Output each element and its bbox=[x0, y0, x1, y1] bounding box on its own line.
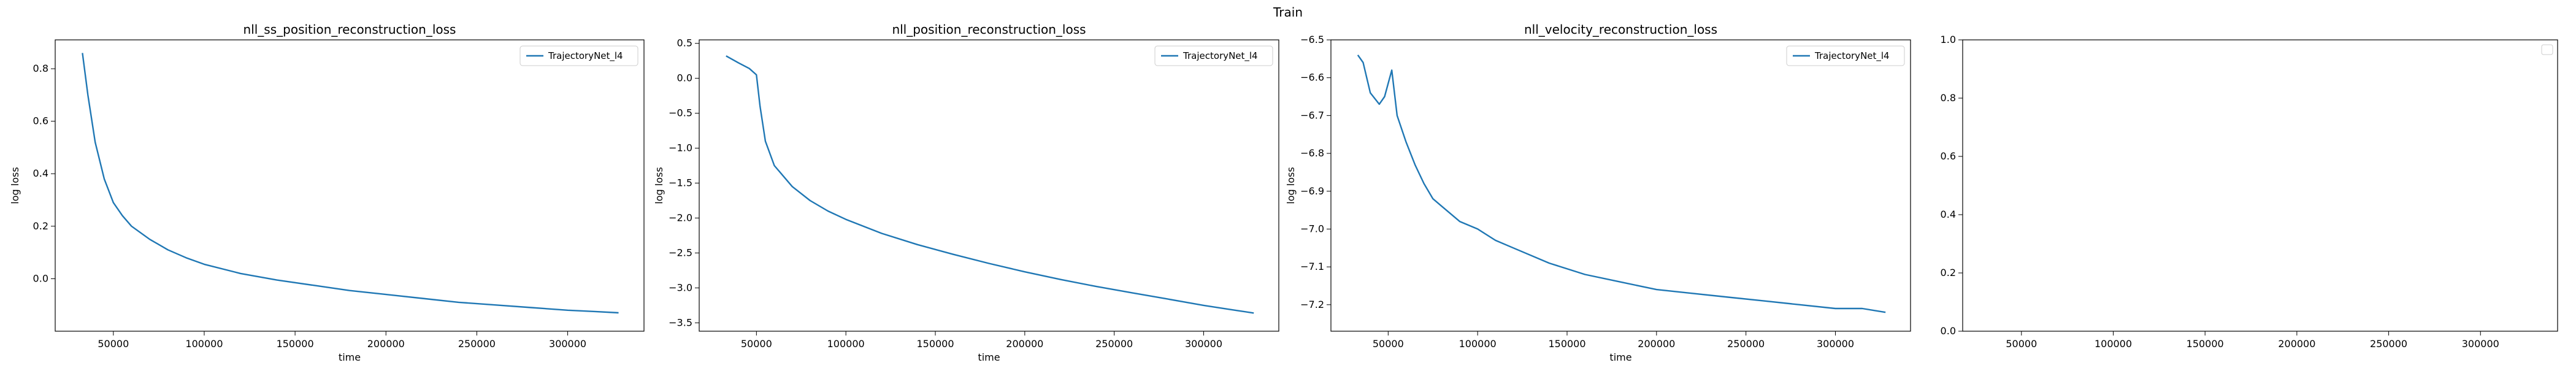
y-tick-label: 0.4 bbox=[33, 167, 48, 179]
x-tick-label: 100000 bbox=[827, 338, 865, 350]
y-tick-label: 0.0 bbox=[33, 272, 48, 284]
subplot-title: nll_ss_position_reconstruction_loss bbox=[243, 22, 456, 37]
x-tick-label: 50000 bbox=[2006, 338, 2037, 350]
x-tick-label: 100000 bbox=[185, 338, 223, 350]
x-tick-label: 300000 bbox=[1185, 338, 1222, 350]
x-tick-label: 50000 bbox=[98, 338, 129, 350]
x-tick-label: 250000 bbox=[1727, 338, 1765, 350]
y-tick-label: −2.5 bbox=[669, 247, 692, 258]
x-tick-label: 300000 bbox=[1817, 338, 1854, 350]
plot-frame bbox=[1330, 39, 1911, 332]
subplot-3: 50000 100000 150000 200000 250000 300000 −6.5 −… bbox=[1285, 22, 1911, 363]
y-tick-label: −6.9 bbox=[1300, 185, 1324, 197]
legend-label: TrajectoryNet_l4 bbox=[1183, 50, 1258, 62]
y-tick-label: 0.2 bbox=[33, 220, 48, 232]
y-tick-label: −3.0 bbox=[669, 282, 692, 293]
y-tick-label: 0.0 bbox=[1941, 325, 1956, 337]
legend-box-empty bbox=[2541, 44, 2553, 55]
y-tick-label: 0.0 bbox=[677, 72, 692, 84]
x-tick-label: 100000 bbox=[1459, 338, 1497, 350]
y-tick-label: −6.5 bbox=[1300, 34, 1324, 45]
x-axis-label: time bbox=[339, 351, 361, 363]
y-tick-label: −7.1 bbox=[1300, 261, 1324, 272]
x-tick-label: 50000 bbox=[741, 338, 772, 350]
y-tick-label: −6.6 bbox=[1300, 72, 1324, 83]
y-axis-label: log loss bbox=[9, 167, 21, 204]
subplot-title: nll_velocity_reconstruction_loss bbox=[1524, 22, 1717, 37]
x-tick-label: 250000 bbox=[2370, 338, 2407, 350]
y-tick-label: −3.5 bbox=[669, 316, 692, 328]
x-tick-label: 100000 bbox=[2095, 338, 2132, 350]
axes-layer: 50000 100000 150000 200000 250000 300000 0.0 0.… bbox=[9, 22, 2558, 363]
subplot-1: 50000 100000 150000 200000 250000 300000 0.0 0.… bbox=[9, 22, 645, 363]
y-tick-label: 1.0 bbox=[1941, 34, 1956, 45]
figure-suptitle: Train bbox=[1273, 5, 1303, 20]
x-tick-label: 200000 bbox=[2278, 338, 2315, 350]
legend: TrajectoryNet_l4 bbox=[519, 45, 638, 66]
series-line-3-1 bbox=[1357, 55, 1886, 313]
plot-frame bbox=[1962, 39, 2558, 332]
series-line-1-1 bbox=[82, 53, 619, 314]
y-axis-label: log loss bbox=[1285, 167, 1297, 204]
x-tick-label: 200000 bbox=[1006, 338, 1043, 350]
legend-box bbox=[1786, 45, 1905, 66]
y-tick-label: 0.4 bbox=[1941, 209, 1956, 220]
x-tick-label: 250000 bbox=[458, 338, 496, 350]
x-tick-label: 150000 bbox=[2187, 338, 2224, 350]
y-tick-label: 0.8 bbox=[33, 63, 48, 74]
y-tick-label: 0.8 bbox=[1941, 92, 1956, 104]
y-tick-label: −7.2 bbox=[1300, 299, 1324, 310]
x-axis-label: time bbox=[1609, 351, 1631, 363]
plot-frame bbox=[699, 39, 1279, 332]
x-tick-label: 200000 bbox=[367, 338, 405, 350]
x-tick-label: 50000 bbox=[1373, 338, 1404, 350]
y-axis-label: log loss bbox=[653, 167, 665, 204]
legend-box bbox=[1154, 45, 1273, 66]
x-tick-label: 300000 bbox=[549, 338, 586, 350]
y-tick-label: −6.7 bbox=[1300, 109, 1324, 121]
y-tick-label: −6.8 bbox=[1300, 147, 1324, 159]
y-tick-label: 0.6 bbox=[33, 115, 48, 127]
legend-label: TrajectoryNet_l4 bbox=[548, 50, 623, 62]
series-line-2-1 bbox=[726, 55, 1254, 314]
x-tick-label: 200000 bbox=[1638, 338, 1675, 350]
x-tick-label: 250000 bbox=[1095, 338, 1133, 350]
y-tick-label: 0.5 bbox=[677, 37, 692, 49]
y-tick-label: 0.6 bbox=[1941, 150, 1956, 162]
y-tick-label: −0.5 bbox=[669, 107, 692, 119]
x-tick-label: 150000 bbox=[277, 338, 314, 350]
y-tick-label: −1.0 bbox=[669, 142, 692, 154]
y-tick-label: 0.2 bbox=[1941, 267, 1956, 278]
x-tick-label: 300000 bbox=[2462, 338, 2499, 350]
y-tick-label: −7.0 bbox=[1300, 223, 1324, 234]
x-axis-label: time bbox=[978, 351, 1000, 363]
y-tick-label: −1.5 bbox=[669, 177, 692, 189]
legend: TrajectoryNet_l4 bbox=[1154, 45, 1273, 66]
plot-frame bbox=[55, 39, 645, 332]
x-tick-label: 150000 bbox=[1548, 338, 1585, 350]
y-tick-label: −2.0 bbox=[669, 212, 692, 223]
legend-box bbox=[519, 45, 638, 66]
subplot-4: 50000 100000 150000 200000 250000 300000 0.0 0.… bbox=[1941, 34, 2558, 350]
x-tick-label: 150000 bbox=[916, 338, 954, 350]
subplot-title: nll_position_reconstruction_loss bbox=[892, 22, 1086, 37]
legend: TrajectoryNet_l4 bbox=[1786, 45, 1905, 66]
subplot-2: 50000 100000 150000 200000 250000 300000 0.5 0.… bbox=[653, 22, 1279, 363]
legend-label: TrajectoryNet_l4 bbox=[1814, 50, 1890, 62]
